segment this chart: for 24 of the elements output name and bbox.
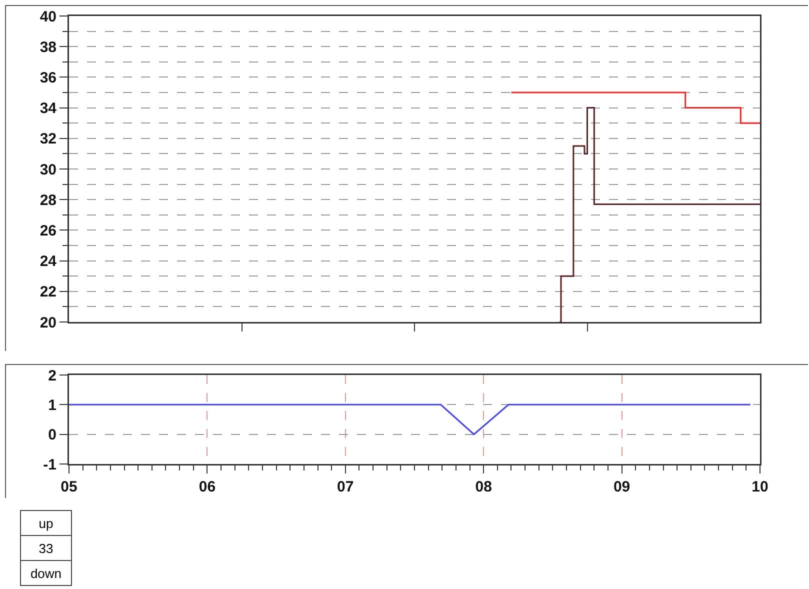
y-tick-label: 24 <box>40 253 58 270</box>
x-tick-label: 09 <box>613 478 630 496</box>
y-tick-label: 20 <box>40 314 56 332</box>
y-tick-label: 22 <box>40 284 56 301</box>
y-tick-label: -1 <box>43 456 56 474</box>
y-tick-label: 2 <box>48 367 56 384</box>
y-tick-label: 26 <box>40 222 56 240</box>
x-tick-label: 08 <box>475 478 492 496</box>
y-tick-label: 36 <box>40 69 56 86</box>
y-tick-label: 34 <box>40 100 58 118</box>
text: down <box>20 560 72 586</box>
y-tick-label: 38 <box>40 38 56 56</box>
x-tick-label: 07 <box>337 478 354 496</box>
y-tick-label: 1 <box>48 396 56 414</box>
x-tick-label: 05 <box>60 478 78 496</box>
y-tick-label: 0 <box>48 426 56 444</box>
text: 33 <box>20 536 72 560</box>
y-tick-label: 40 <box>40 8 56 26</box>
y-tick-label: 28 <box>40 192 56 209</box>
x-tick-label: 10 <box>752 478 768 496</box>
x-tick-label: 06 <box>198 478 216 496</box>
text: up <box>20 510 72 536</box>
y-tick-label: 30 <box>40 161 56 178</box>
y-tick-label: 32 <box>40 130 56 148</box>
